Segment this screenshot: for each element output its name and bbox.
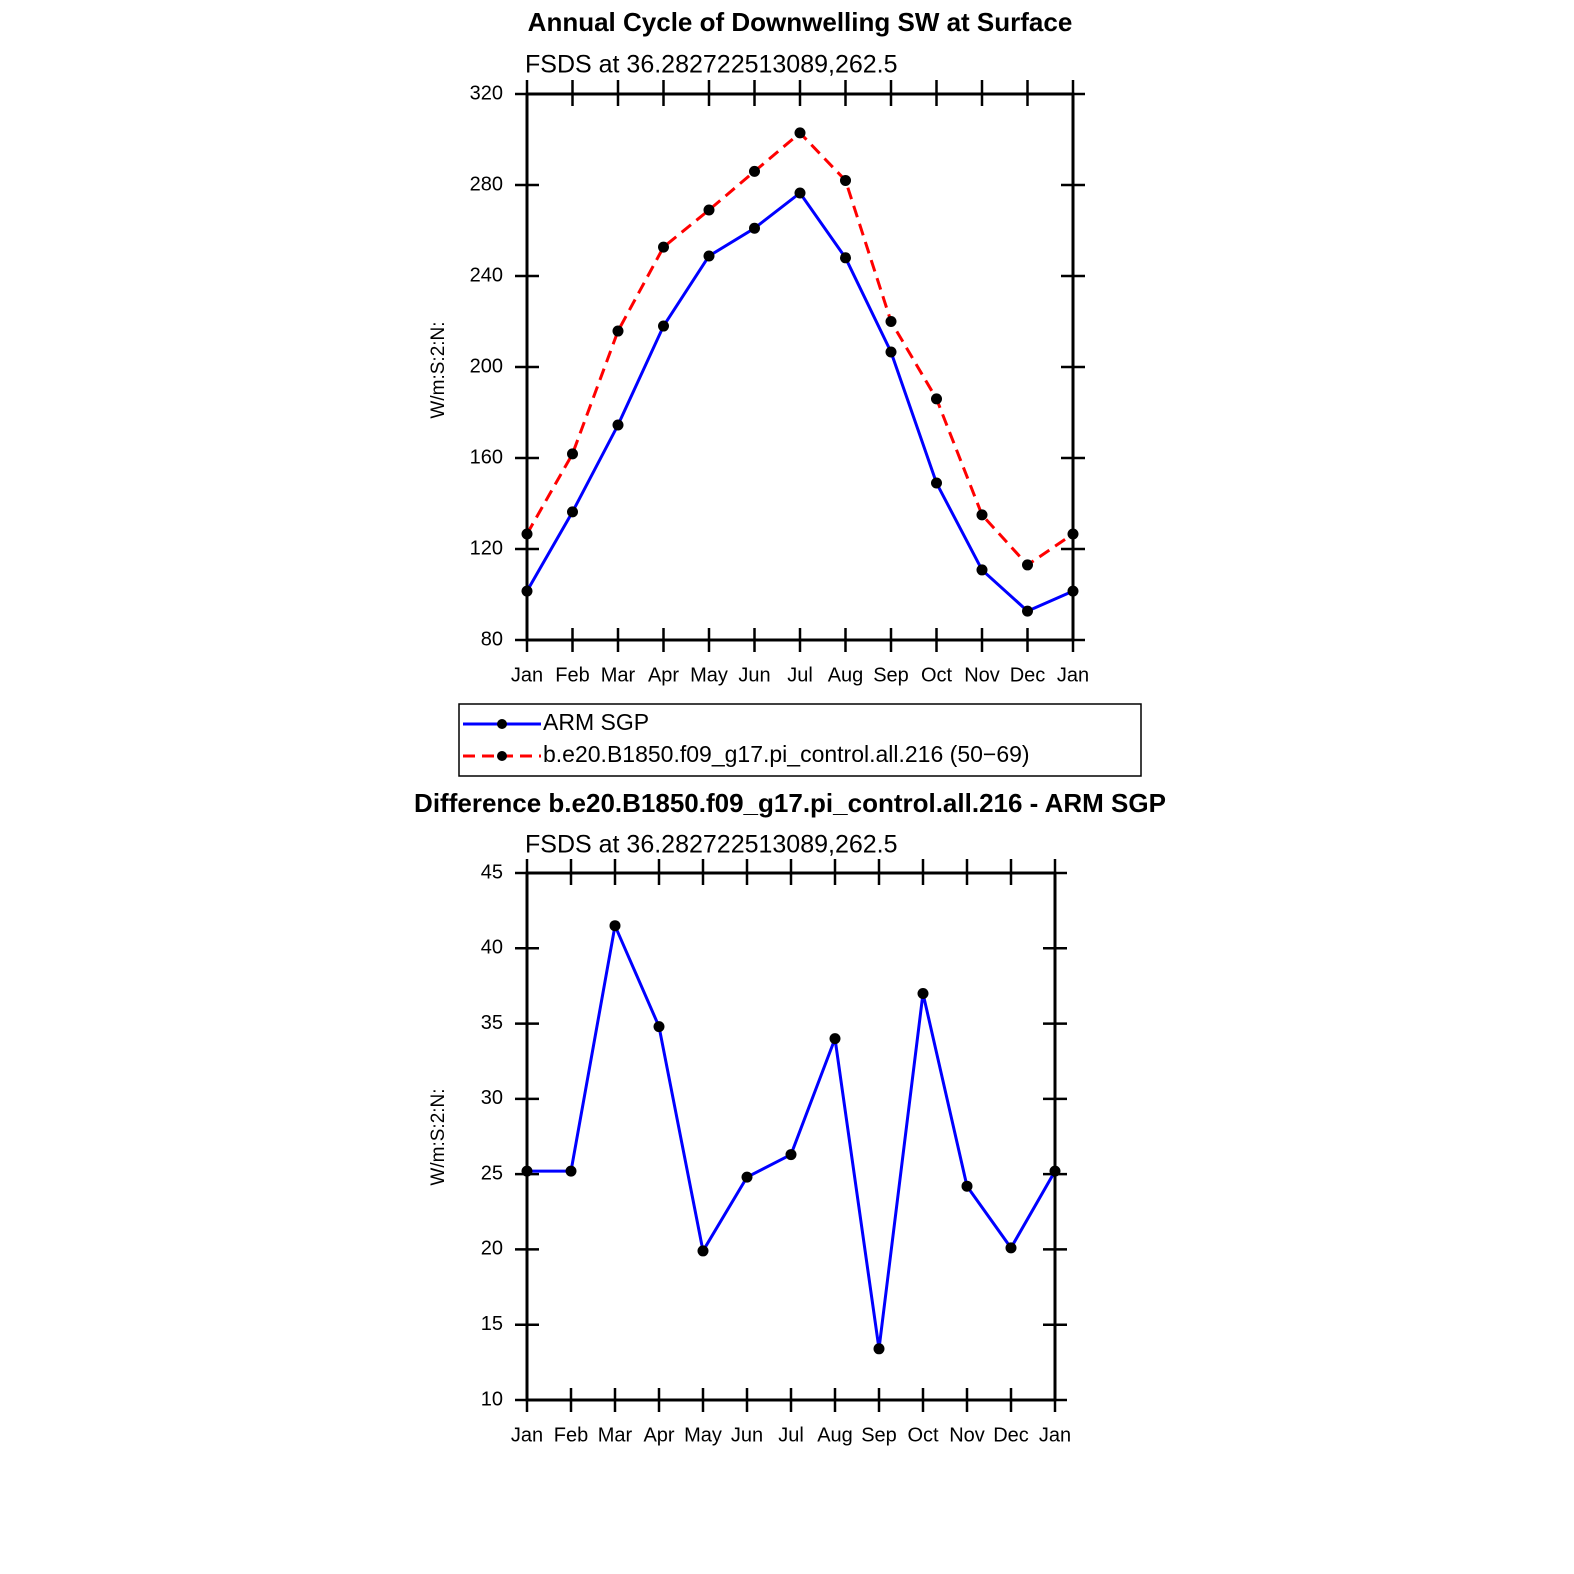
chart-subtitle: FSDS at 36.282722513089,262.5 <box>525 51 898 79</box>
x-tick-label: Feb <box>555 664 589 686</box>
data-point <box>785 1149 797 1161</box>
data-point <box>961 1180 973 1192</box>
data-point <box>873 1343 885 1355</box>
x-tick-label: Apr <box>648 664 679 686</box>
data-point <box>703 250 715 262</box>
plot-frame <box>525 92 1075 642</box>
x-tick-label: Sep <box>861 1424 897 1446</box>
y-tick-label: 35 <box>481 1012 503 1034</box>
x-tick-label: Dec <box>1010 664 1046 686</box>
y-tick-label: 45 <box>481 861 503 883</box>
data-point <box>612 419 624 431</box>
data-point <box>1022 559 1033 571</box>
y-tick-label: 320 <box>470 82 503 104</box>
plot-frame <box>525 871 1057 1402</box>
x-tick-label: Mar <box>598 1424 633 1446</box>
data-point <box>976 509 988 521</box>
data-point <box>931 477 942 489</box>
x-tick-label: Feb <box>554 1424 588 1446</box>
x-tick-label: Oct <box>907 1424 939 1446</box>
data-point <box>658 320 669 332</box>
data-point <box>521 585 533 597</box>
x-tick-label: Aug <box>828 664 864 686</box>
y-tick-label: 80 <box>481 628 503 650</box>
chart-title: Annual Cycle of Downwelling SW at Surfac… <box>528 7 1073 37</box>
x-tick-label: Jul <box>787 664 813 686</box>
data-point <box>1067 528 1079 540</box>
x-tick-label: Apr <box>643 1424 674 1446</box>
y-tick-label: 25 <box>481 1162 503 1184</box>
data-point <box>658 241 669 253</box>
x-tick-label: Dec <box>993 1424 1029 1446</box>
x-tick-label: May <box>690 664 728 686</box>
data-point <box>1022 605 1033 617</box>
y-tick-label: 120 <box>470 537 503 559</box>
y-tick-label: 160 <box>470 446 503 468</box>
data-point <box>885 346 897 358</box>
x-tick-label: Nov <box>949 1424 985 1446</box>
legend-label: b.e20.B1850.f09_g17.pi_control.all.216 (… <box>543 741 1030 767</box>
data-point <box>653 1021 665 1033</box>
data-point <box>1067 585 1079 597</box>
y-tick-label: 240 <box>470 264 503 286</box>
data-point <box>565 1165 577 1177</box>
x-tick-label: Oct <box>921 664 953 686</box>
x-tick-label: Mar <box>601 664 636 686</box>
data-point <box>794 127 806 139</box>
data-point <box>567 506 578 518</box>
data-point <box>885 316 897 327</box>
data-point <box>931 393 942 405</box>
y-tick-label: 20 <box>481 1238 503 1260</box>
data-point <box>829 1033 841 1045</box>
data-point <box>1049 1165 1061 1177</box>
data-point <box>703 204 715 216</box>
data-point <box>1005 1242 1017 1254</box>
legend-frame <box>458 703 1142 777</box>
legend-marker <box>497 751 507 761</box>
x-tick-label: Aug <box>817 1424 853 1446</box>
data-point <box>741 1171 753 1183</box>
y-axis-label: W/m:S:2:N: <box>428 1088 449 1185</box>
data-point <box>609 920 621 932</box>
x-tick-label: Jul <box>778 1424 804 1446</box>
data-line <box>525 190 1074 613</box>
x-tick-label: Jan <box>511 664 543 686</box>
chart-subtitle: FSDS at 36.282722513089,262.5 <box>525 831 898 859</box>
x-tick-label: May <box>684 1424 722 1446</box>
y-tick-label: 30 <box>481 1087 503 1109</box>
data-point <box>521 1165 533 1177</box>
y-tick-label: 40 <box>481 937 503 959</box>
data-point <box>749 165 760 177</box>
data-line <box>527 920 1057 1350</box>
legend-label: ARM SGP <box>543 709 649 735</box>
data-point <box>840 174 851 186</box>
legend-marker <box>497 719 507 729</box>
x-tick-label: Jun <box>731 1424 763 1446</box>
y-tick-label: 15 <box>481 1313 503 1335</box>
x-tick-label: Sep <box>873 664 909 686</box>
data-point <box>794 187 806 199</box>
chart-title: Difference b.e20.B1850.f09_g17.pi_contro… <box>414 788 1166 818</box>
x-tick-label: Jan <box>511 1424 543 1446</box>
x-tick-label: Jan <box>1057 664 1089 686</box>
data-point <box>749 222 760 234</box>
data-point <box>976 564 988 576</box>
data-point <box>567 448 578 460</box>
y-tick-label: 10 <box>481 1388 503 1410</box>
y-tick-label: 280 <box>470 173 503 195</box>
data-point <box>917 987 929 999</box>
y-tick-label: 200 <box>470 355 503 377</box>
data-point <box>612 325 624 337</box>
data-point <box>840 252 851 264</box>
x-tick-label: Jan <box>1039 1424 1071 1446</box>
data-point <box>697 1245 709 1257</box>
y-axis-label: W/m:S:2:N: <box>428 321 449 418</box>
x-tick-label: Jun <box>738 664 770 686</box>
data-point <box>521 528 533 540</box>
x-tick-label: Nov <box>964 664 1000 686</box>
